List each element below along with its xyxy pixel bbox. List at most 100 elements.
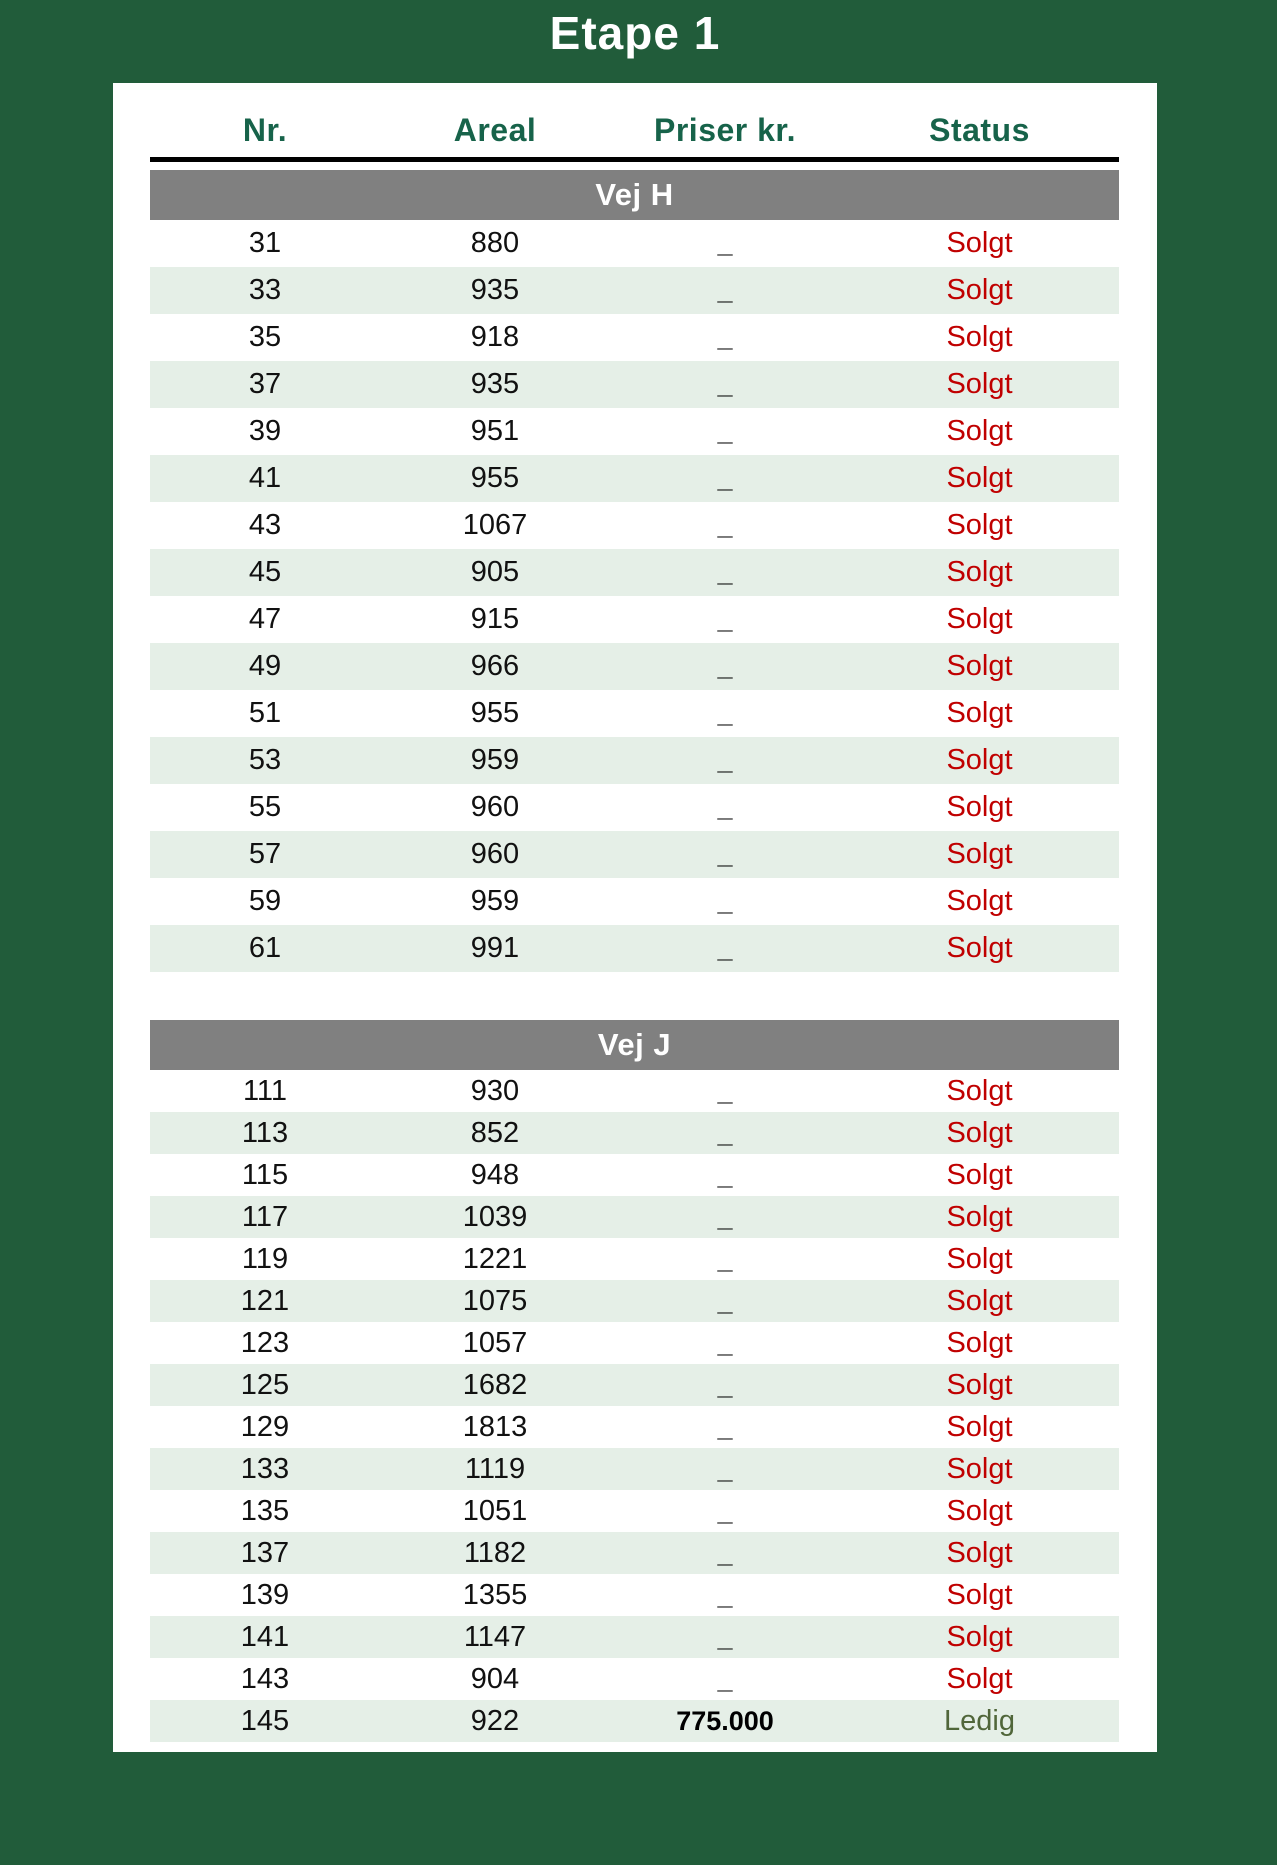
table-row: 141 1147 _ Solgt	[150, 1616, 1119, 1658]
plot-number-cell: 141	[240, 1620, 290, 1653]
plot-number-cell: 123	[240, 1326, 290, 1359]
table-row: 55 960 _ Solgt	[150, 784, 1119, 831]
plot-number-cell: 113	[241, 1116, 289, 1149]
plot-status-cell: Solgt	[946, 368, 1013, 400]
plot-number-cell: 111	[242, 1074, 288, 1107]
plot-price-cell: _	[717, 322, 733, 352]
plot-status-cell: Solgt	[946, 1116, 1013, 1149]
plot-status-cell: Solgt	[946, 1284, 1013, 1317]
plot-number-cell: 133	[240, 1452, 290, 1485]
plot-area-cell: 1182	[463, 1536, 527, 1569]
plot-number-cell: 59	[248, 885, 282, 917]
column-header-status: Status	[929, 112, 1030, 148]
plot-status-cell: Solgt	[946, 1536, 1013, 1569]
plots-table: Nr. Areal Priser kr. Status Vej H 31 880…	[150, 83, 1119, 1742]
plot-area-cell: 918	[470, 321, 520, 353]
plot-price-cell: _	[717, 698, 733, 728]
plot-area-cell: 991	[470, 932, 520, 964]
table-header-row: Nr. Areal Priser kr. Status	[150, 83, 1119, 162]
column-header-nr: Nr.	[242, 112, 288, 148]
plot-status-cell: Solgt	[946, 321, 1013, 353]
plot-price-cell: _	[717, 510, 733, 540]
table-row: 119 1221 _ Solgt	[150, 1238, 1119, 1280]
plot-area-cell: 880	[470, 227, 520, 259]
table-row: 35 918 _ Solgt	[150, 314, 1119, 361]
table-row: 41 955 _ Solgt	[150, 455, 1119, 502]
plot-area-cell: 1813	[462, 1410, 528, 1443]
table-row: 49 966 _ Solgt	[150, 643, 1119, 690]
plot-number-cell: 33	[248, 274, 282, 306]
table-row: 135 1051 _ Solgt	[150, 1490, 1119, 1532]
plot-status-cell: Solgt	[946, 1578, 1013, 1611]
plot-price-cell: _	[717, 1621, 733, 1652]
plot-number-cell: 43	[248, 509, 282, 541]
plot-area-cell: 1355	[462, 1578, 528, 1611]
plot-status-cell: Ledig	[944, 1704, 1015, 1737]
plot-price-cell: _	[717, 557, 733, 587]
plot-price-cell: _	[717, 886, 733, 916]
plot-area-cell: 959	[470, 885, 520, 917]
plot-status-cell: Solgt	[946, 1200, 1013, 1233]
plot-area-cell: 959	[470, 744, 520, 776]
plot-price-cell: _	[717, 1369, 733, 1400]
plot-status-cell: Solgt	[946, 885, 1013, 917]
plot-status-cell: Solgt	[946, 1326, 1013, 1359]
table-row: 59 959 _ Solgt	[150, 878, 1119, 925]
section-banner-label: Vej H	[595, 177, 674, 212]
plot-number-cell: 55	[248, 791, 282, 823]
table-row: 31 880 _ Solgt	[150, 220, 1119, 267]
plot-area-cell: 960	[470, 791, 520, 823]
plot-price-cell: _	[717, 651, 733, 681]
table-row: 43 1067 _ Solgt	[150, 502, 1119, 549]
plot-number-cell: 53	[248, 744, 282, 776]
plot-status-cell: Solgt	[946, 274, 1013, 306]
plot-number-cell: 31	[248, 227, 282, 259]
plot-price-cell: _	[717, 933, 733, 963]
plot-price-cell: _	[717, 1075, 733, 1106]
column-header-priser: Priser kr.	[654, 112, 796, 148]
plot-status-cell: Solgt	[946, 1452, 1013, 1485]
table-row: 61 991 _ Solgt	[150, 925, 1119, 972]
plot-number-cell: 39	[248, 415, 282, 447]
plot-area-cell: 852	[470, 1116, 520, 1149]
plot-number-cell: 115	[241, 1158, 289, 1191]
plot-area-cell: 922	[470, 1704, 520, 1737]
plot-area-cell: 1067	[462, 509, 528, 541]
plot-area-cell: 1682	[462, 1368, 528, 1401]
plot-number-cell: 125	[240, 1368, 290, 1401]
plot-price-cell: _	[717, 1243, 733, 1274]
plot-number-cell: 117	[241, 1200, 289, 1233]
plot-area-cell: 1075	[462, 1284, 528, 1317]
plot-price-cell: _	[717, 792, 733, 822]
plot-number-cell: 61	[248, 932, 282, 964]
table-row: 51 955 _ Solgt	[150, 690, 1119, 737]
plot-price-cell: _	[717, 275, 733, 305]
plot-status-cell: Solgt	[946, 1368, 1013, 1401]
plot-price-cell: _	[717, 1495, 733, 1526]
plot-number-cell: 121	[240, 1284, 290, 1317]
plot-status-cell: Solgt	[946, 462, 1013, 494]
plot-number-cell: 35	[248, 321, 282, 353]
plot-status-cell: Solgt	[946, 1074, 1013, 1107]
plot-status-cell: Solgt	[946, 509, 1013, 541]
plot-area-cell: 948	[470, 1158, 520, 1191]
plot-status-cell: Solgt	[946, 744, 1013, 776]
section-banner-label: Vej J	[597, 1027, 672, 1062]
table-row: 111 930 _ Solgt	[150, 1070, 1119, 1112]
plot-price-cell: _	[717, 463, 733, 493]
table-row: 121 1075 _ Solgt	[150, 1280, 1119, 1322]
plot-price-cell: _	[717, 839, 733, 869]
plot-number-cell: 119	[241, 1242, 289, 1275]
plot-area-cell: 955	[470, 462, 520, 494]
plot-area-cell: 930	[470, 1074, 520, 1107]
table-row: 137 1182 _ Solgt	[150, 1532, 1119, 1574]
plot-price-cell: _	[717, 1453, 733, 1484]
plot-area-cell: 904	[470, 1662, 520, 1695]
table-row: 39 951 _ Solgt	[150, 408, 1119, 455]
plot-status-cell: Solgt	[946, 1158, 1013, 1191]
plot-area-cell: 1119	[464, 1452, 526, 1485]
plot-status-cell: Solgt	[946, 1662, 1013, 1695]
plot-status-cell: Solgt	[946, 650, 1013, 682]
plot-area-cell: 915	[470, 603, 520, 635]
plot-number-cell: 51	[248, 697, 282, 729]
